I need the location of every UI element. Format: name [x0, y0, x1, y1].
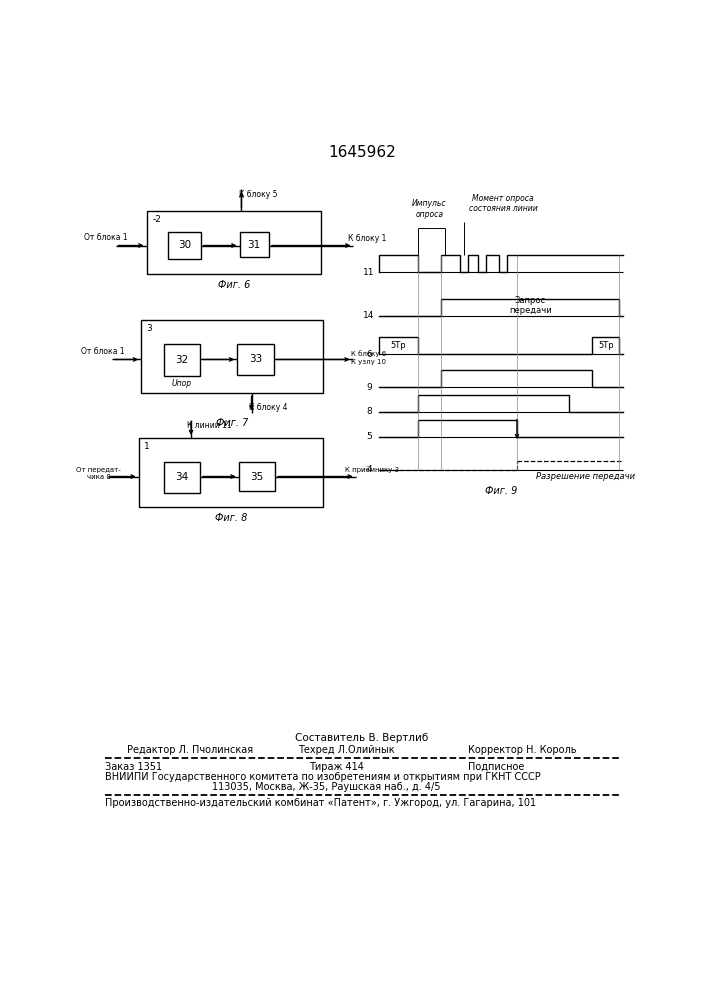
Text: К блоку 4: К блоку 4 [250, 403, 288, 412]
Bar [163, 344, 200, 376]
Text: Импульс
опроса: Импульс опроса [412, 199, 447, 219]
Bar [163, 462, 200, 493]
Text: 4: 4 [366, 465, 372, 474]
Text: 1: 1 [144, 442, 150, 451]
Text: К приёмнику 3: К приёмнику 3 [345, 466, 399, 473]
Text: чика 8: чика 8 [86, 474, 110, 480]
Text: 8: 8 [366, 407, 372, 416]
Text: 11: 11 [363, 268, 375, 277]
Text: 32: 32 [175, 355, 188, 365]
Bar [237, 344, 274, 375]
Text: Тираж 414: Тираж 414 [309, 762, 364, 772]
Text: К блоку 1: К блоку 1 [348, 234, 387, 243]
Text: Фиг. 8: Фиг. 8 [215, 513, 247, 523]
Text: 3: 3 [147, 324, 153, 333]
Text: Составитель В. Вертлиб: Составитель В. Вертлиб [296, 733, 428, 743]
Text: 31: 31 [247, 240, 261, 250]
Text: Запрос
передачи: Запрос передачи [509, 296, 551, 315]
Bar [146, 211, 321, 274]
Text: 35: 35 [250, 472, 264, 482]
Text: От передат-: От передат- [76, 467, 121, 473]
Bar [240, 232, 269, 257]
Text: К блоку 6: К блоку 6 [351, 350, 386, 357]
Text: Корректор Н. Король: Корректор Н. Король [468, 745, 577, 755]
Text: ВНИИПИ Государственного комитета по изобретениям и открытиям при ГКНТ СССР: ВНИИПИ Государственного комитета по изоб… [105, 772, 541, 782]
Text: 33: 33 [249, 354, 262, 364]
Bar [139, 438, 323, 507]
Text: -2: -2 [153, 215, 162, 224]
Text: От блока 1: От блока 1 [81, 347, 124, 356]
Text: 6: 6 [366, 350, 372, 359]
Text: Заказ 1351: Заказ 1351 [105, 762, 163, 772]
Text: Подписное: Подписное [468, 762, 525, 772]
Bar [141, 320, 323, 393]
Text: От блока 1: От блока 1 [83, 233, 127, 242]
Text: Фиг. 7: Фиг. 7 [216, 418, 248, 428]
Text: 5Тр: 5Тр [390, 341, 407, 350]
Text: Производственно-издательский комбинат «Патент», г. Ужгород, ул. Гагарина, 101: Производственно-издательский комбинат «П… [105, 798, 537, 808]
Text: 1645962: 1645962 [328, 145, 396, 160]
Text: К блоку 5: К блоку 5 [239, 190, 278, 199]
Bar [168, 232, 201, 259]
Text: К линии 11: К линии 11 [187, 421, 232, 430]
Text: 9: 9 [366, 383, 372, 392]
Text: Uпор: Uпор [172, 379, 192, 388]
Text: 34: 34 [175, 472, 188, 482]
Text: 14: 14 [363, 311, 375, 320]
Text: Редактор Л. Пчолинская: Редактор Л. Пчолинская [127, 745, 253, 755]
Text: Фиг. 6: Фиг. 6 [218, 280, 250, 290]
Text: 30: 30 [178, 240, 191, 250]
Text: Техред Л.Олийнык: Техред Л.Олийнык [298, 745, 395, 755]
Text: Момент опроса
состояния линии: Момент опроса состояния линии [469, 194, 537, 213]
Bar [239, 462, 275, 491]
Text: 5Тр: 5Тр [598, 341, 614, 350]
Text: 5: 5 [366, 432, 372, 441]
Text: Фиг. 9: Фиг. 9 [485, 486, 518, 496]
Text: Разрешение передачи: Разрешение передачи [536, 472, 635, 481]
Text: 113035, Москва, Ж-35, Раушская наб., д. 4/5: 113035, Москва, Ж-35, Раушская наб., д. … [212, 782, 441, 792]
Text: К узлу 10: К узлу 10 [351, 359, 385, 365]
